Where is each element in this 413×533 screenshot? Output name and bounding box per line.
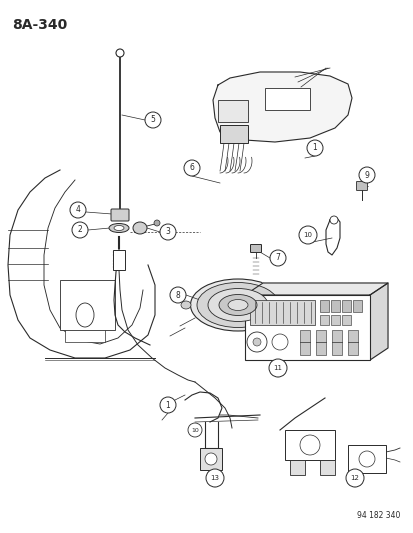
Text: 4: 4 [76,206,80,214]
FancyBboxPatch shape [319,300,328,312]
Text: 12: 12 [350,475,358,481]
FancyBboxPatch shape [347,330,357,355]
FancyBboxPatch shape [331,330,341,355]
Circle shape [116,49,124,57]
Ellipse shape [133,222,147,234]
Circle shape [154,220,159,226]
Ellipse shape [114,225,124,230]
Text: 8A-340: 8A-340 [12,18,67,32]
Circle shape [247,332,266,352]
Circle shape [299,435,319,455]
Circle shape [70,202,86,218]
Text: 7: 7 [275,254,280,262]
Circle shape [329,216,337,224]
FancyBboxPatch shape [244,295,369,360]
FancyBboxPatch shape [113,250,125,270]
FancyBboxPatch shape [289,460,304,475]
Circle shape [159,397,176,413]
Ellipse shape [228,300,247,311]
Text: 5: 5 [150,116,155,125]
Circle shape [188,423,202,437]
Ellipse shape [76,303,94,327]
Circle shape [298,226,316,244]
FancyBboxPatch shape [60,280,115,330]
FancyBboxPatch shape [341,300,350,312]
FancyBboxPatch shape [219,125,247,143]
FancyBboxPatch shape [330,315,339,325]
Text: 3: 3 [165,228,170,237]
Ellipse shape [109,223,129,232]
FancyBboxPatch shape [264,88,309,110]
Circle shape [159,224,176,240]
Circle shape [183,160,199,176]
Circle shape [72,222,88,238]
Ellipse shape [284,301,294,309]
FancyBboxPatch shape [352,300,361,312]
Text: 1: 1 [165,400,170,409]
FancyBboxPatch shape [319,315,328,325]
Circle shape [204,453,216,465]
Circle shape [345,469,363,487]
Circle shape [206,469,223,487]
Polygon shape [244,283,387,295]
FancyBboxPatch shape [330,300,339,312]
FancyBboxPatch shape [218,100,247,122]
Circle shape [358,167,374,183]
Polygon shape [369,283,387,360]
FancyBboxPatch shape [341,315,350,325]
FancyBboxPatch shape [65,330,105,342]
Circle shape [269,250,285,266]
Circle shape [306,140,322,156]
Polygon shape [212,72,351,142]
FancyBboxPatch shape [199,448,221,470]
Text: 11: 11 [273,365,282,371]
Text: 13: 13 [210,475,219,481]
FancyBboxPatch shape [284,430,334,460]
FancyBboxPatch shape [315,330,325,355]
Circle shape [358,451,374,467]
FancyBboxPatch shape [319,460,334,475]
FancyBboxPatch shape [250,245,261,253]
Ellipse shape [180,301,190,309]
Text: 10: 10 [303,232,312,238]
Ellipse shape [218,295,256,316]
Text: 6: 6 [189,164,194,173]
Circle shape [170,287,185,303]
Text: 9: 9 [364,171,368,180]
FancyBboxPatch shape [347,445,385,473]
Text: 1: 1 [312,143,317,152]
Ellipse shape [207,288,267,321]
Circle shape [271,334,287,350]
Ellipse shape [197,282,278,327]
FancyBboxPatch shape [249,300,314,325]
Text: 10: 10 [191,427,198,432]
FancyBboxPatch shape [111,209,129,221]
FancyBboxPatch shape [356,182,367,190]
FancyBboxPatch shape [299,330,309,355]
Circle shape [145,112,161,128]
Circle shape [268,359,286,377]
Circle shape [252,338,260,346]
Ellipse shape [190,279,285,331]
Text: 2: 2 [78,225,82,235]
Text: 94 182 340: 94 182 340 [356,511,399,520]
Text: 8: 8 [175,290,180,300]
